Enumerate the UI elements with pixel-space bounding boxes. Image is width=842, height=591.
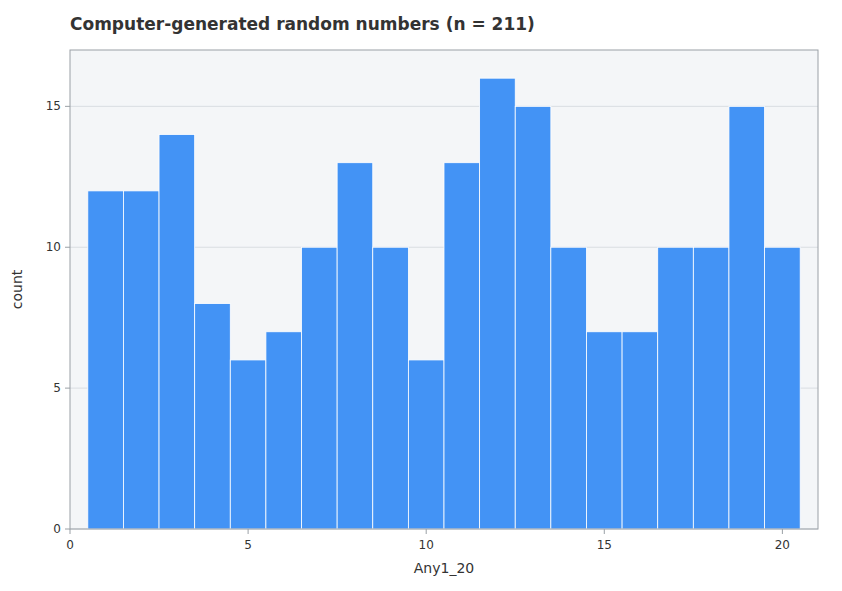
y-tick-label: 15 bbox=[46, 99, 61, 113]
x-tick bbox=[70, 529, 71, 534]
bars bbox=[88, 78, 800, 529]
y-tick bbox=[65, 388, 70, 389]
y-tick bbox=[65, 106, 70, 107]
y-tick bbox=[65, 247, 70, 248]
x-tick bbox=[782, 529, 783, 534]
bar bbox=[729, 106, 765, 529]
chart-container: 0 5 10 15 20 0 5 10 15 Any1_20 count Computer-gener… bbox=[0, 0, 842, 591]
bar bbox=[88, 191, 124, 529]
x-tick-label: 15 bbox=[597, 538, 612, 552]
bar bbox=[586, 332, 622, 529]
x-axis: 0 5 10 15 20 bbox=[66, 529, 790, 552]
x-tick-label: 20 bbox=[775, 538, 790, 552]
bar bbox=[515, 106, 551, 529]
y-axis: 0 5 10 15 bbox=[46, 99, 70, 536]
bar bbox=[693, 247, 729, 529]
y-axis-label: count bbox=[9, 269, 25, 309]
y-tick-label: 10 bbox=[46, 240, 61, 254]
bar bbox=[195, 304, 231, 529]
x-tick-label: 5 bbox=[244, 538, 252, 552]
bar bbox=[123, 191, 159, 529]
bar bbox=[337, 163, 373, 529]
plot-background bbox=[70, 50, 818, 529]
y-tick-label: 0 bbox=[53, 522, 61, 536]
chart-svg: 0 5 10 15 20 0 5 10 15 Any1_20 count Computer-gener… bbox=[0, 0, 842, 591]
bar bbox=[302, 247, 338, 529]
x-tick bbox=[604, 529, 605, 534]
bar bbox=[159, 135, 195, 529]
x-tick-label: 0 bbox=[66, 538, 74, 552]
bar bbox=[266, 332, 302, 529]
bar bbox=[658, 247, 694, 529]
plot-frame bbox=[70, 50, 818, 529]
bar bbox=[765, 247, 801, 529]
x-tick bbox=[248, 529, 249, 534]
bar bbox=[373, 247, 409, 529]
grid-line bbox=[70, 106, 818, 107]
bar bbox=[444, 163, 480, 529]
bar bbox=[551, 247, 587, 529]
bar bbox=[408, 360, 444, 529]
y-tick bbox=[65, 529, 70, 530]
grid bbox=[70, 106, 818, 529]
chart-title: Computer-generated random numbers (n = 2… bbox=[70, 14, 535, 34]
x-axis-label: Any1_20 bbox=[414, 560, 474, 576]
bar bbox=[480, 78, 516, 529]
bar bbox=[230, 360, 266, 529]
y-tick-label: 5 bbox=[53, 381, 61, 395]
x-tick bbox=[426, 529, 427, 534]
bar bbox=[622, 332, 658, 529]
x-tick-label: 10 bbox=[419, 538, 434, 552]
